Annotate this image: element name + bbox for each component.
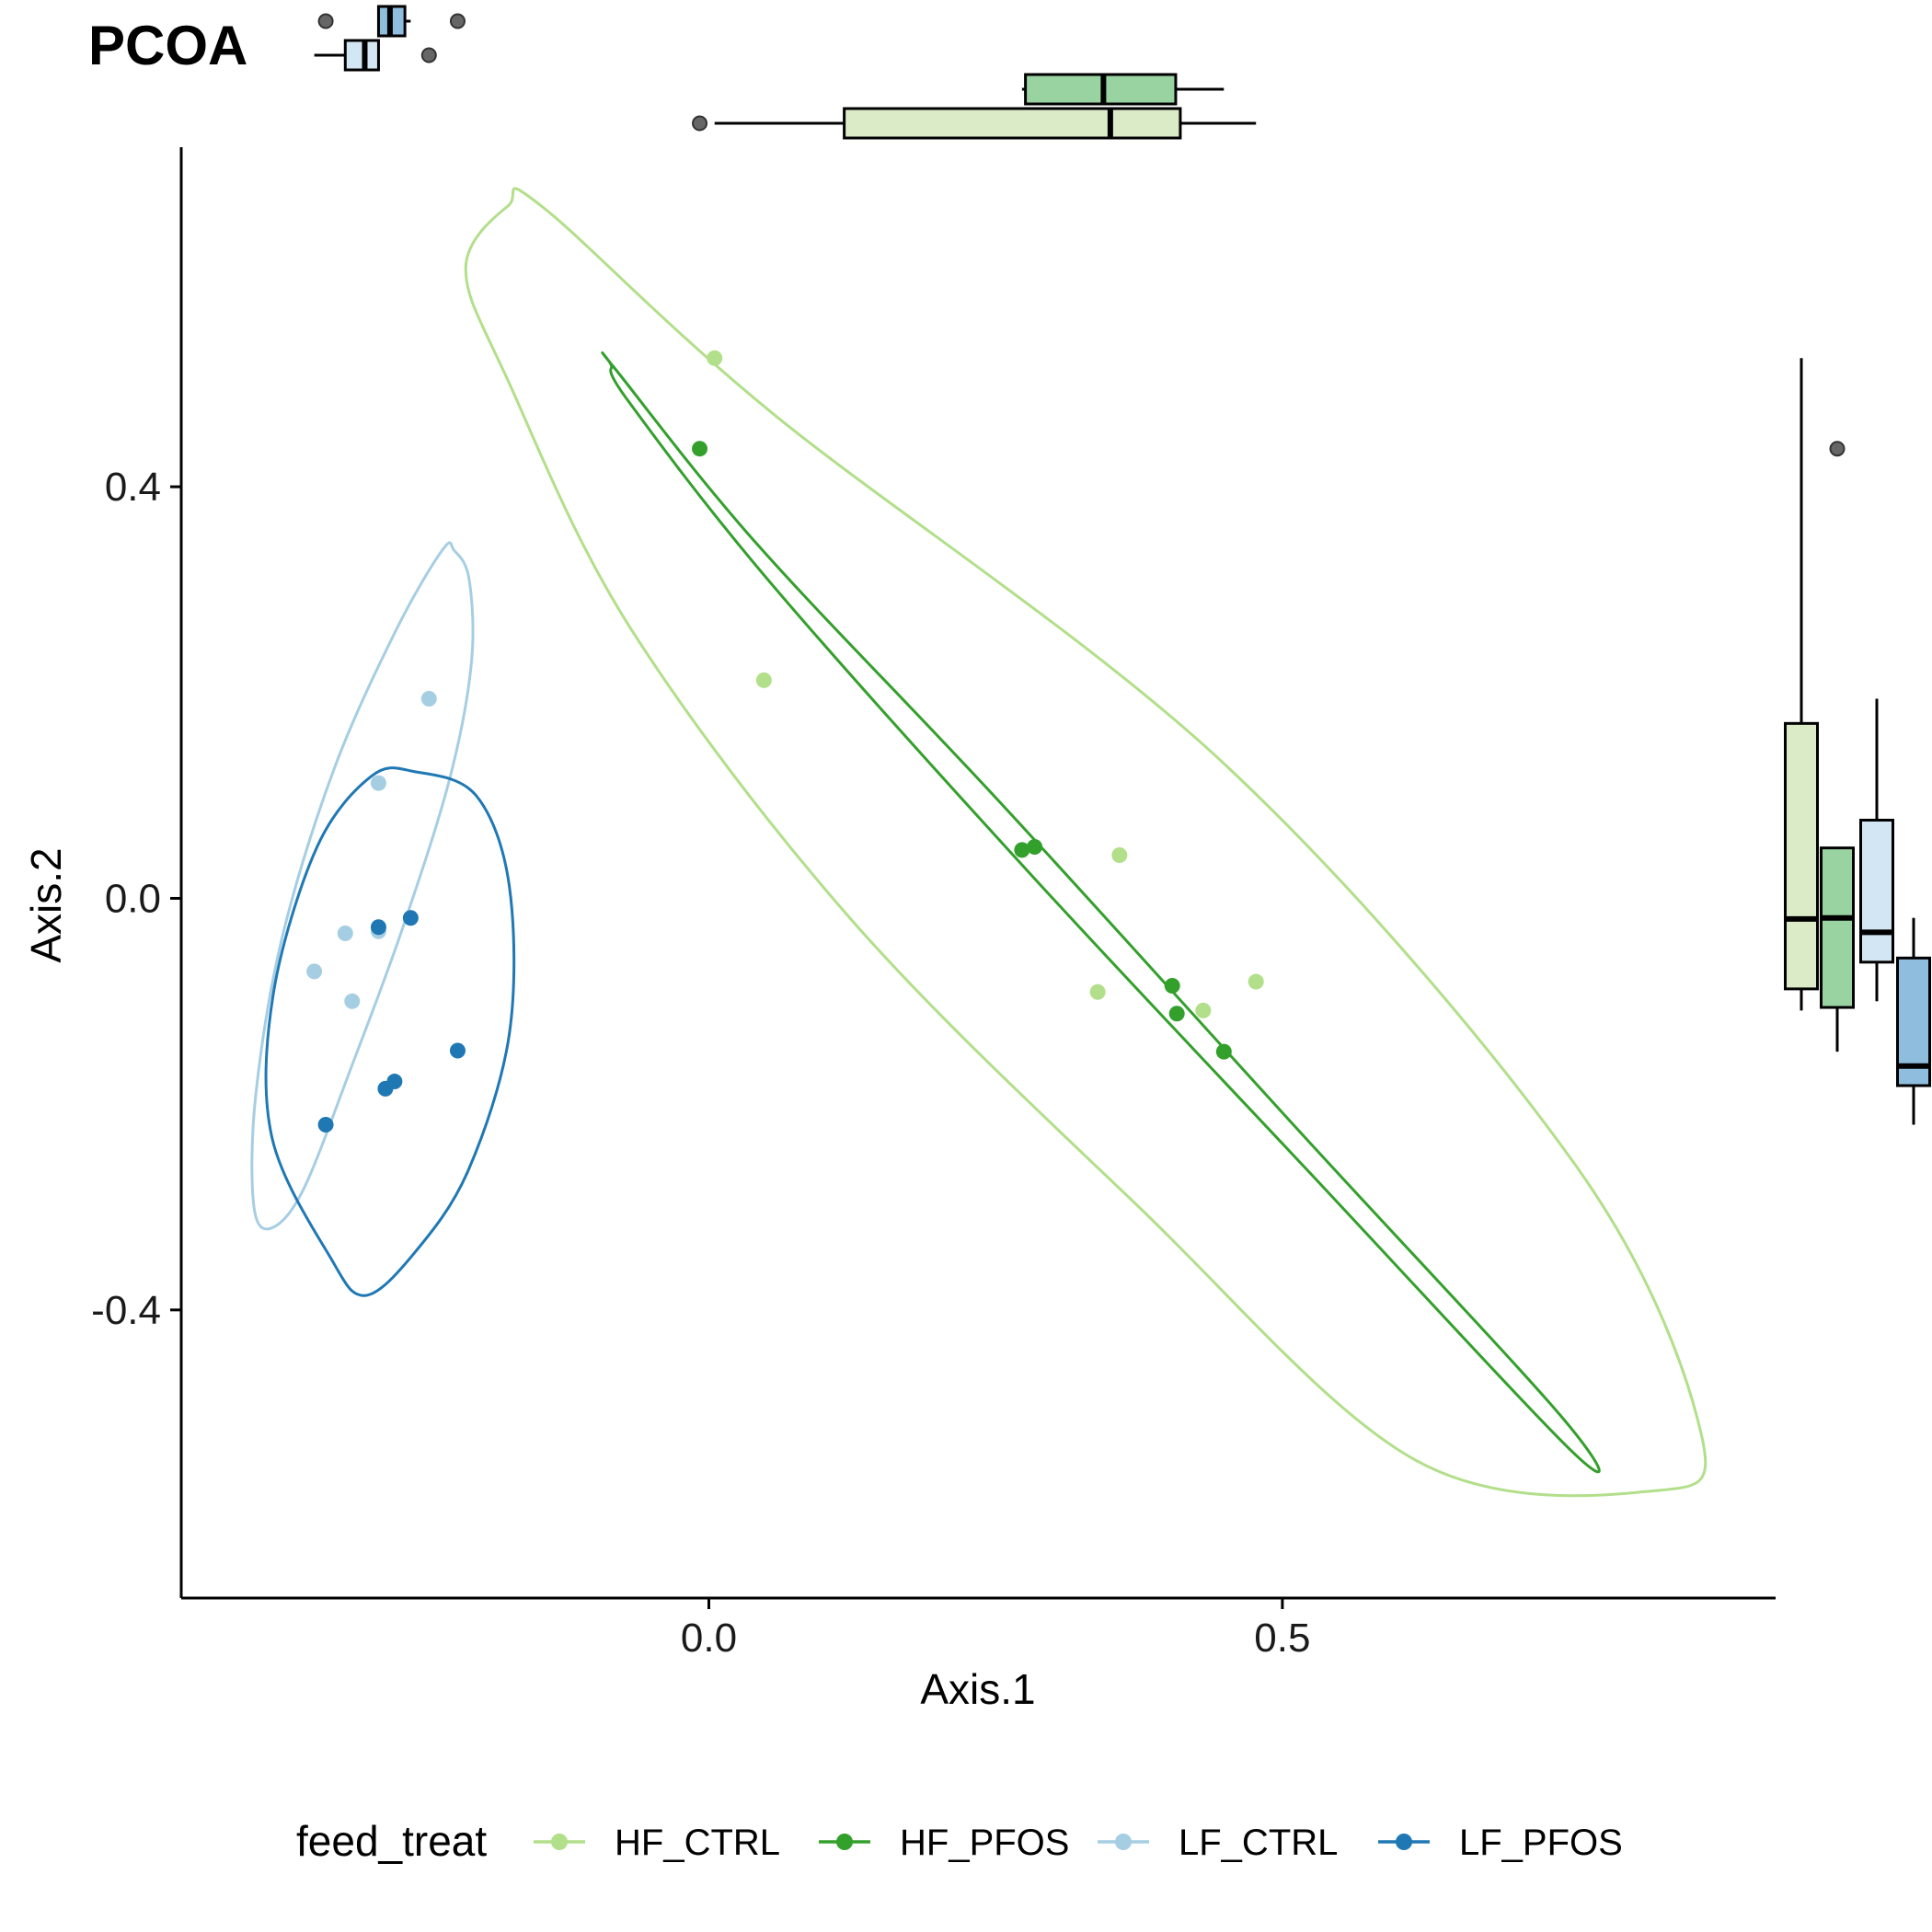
legend-title: feed_treat xyxy=(296,1817,487,1865)
boxplot-lf-ctrl xyxy=(1859,698,1894,1002)
box xyxy=(1820,846,1855,1009)
point-hf-pfos xyxy=(1014,842,1030,858)
point-lf-ctrl xyxy=(370,775,386,791)
boxplot-lf-ctrl xyxy=(314,39,437,72)
boxplot-hf-pfos xyxy=(1820,441,1855,1052)
point-lf-pfos xyxy=(370,919,386,936)
legend-item-hf-ctrl: HF_CTRL xyxy=(534,1823,780,1863)
corner-marginal-boxplots xyxy=(314,5,466,72)
x-tick-label: 0.5 xyxy=(1254,1616,1310,1661)
legend-key-point xyxy=(836,1834,853,1850)
y-tick-label: 0.4 xyxy=(105,465,161,510)
outlier xyxy=(317,13,334,29)
x-axis-ticks: 0.0 0.5 xyxy=(681,1598,1310,1661)
y-tick-label: -0.4 xyxy=(91,1288,161,1333)
chart-title: PCOA xyxy=(88,15,247,76)
point-hf-ctrl xyxy=(1089,983,1106,1000)
outlier xyxy=(1829,441,1846,457)
point-lf-ctrl xyxy=(420,690,437,707)
ellipse-hf-ctrl xyxy=(464,187,1708,1498)
y-axis-title: Axis.2 xyxy=(22,847,70,962)
box xyxy=(1784,721,1819,991)
point-lf-pfos xyxy=(377,1080,394,1097)
legend: feed_treat HF_CTRL HF_PFOS LF_CTRL LF_PFOS xyxy=(296,1817,1623,1865)
legend-key-point xyxy=(1396,1834,1412,1850)
y-axis-ticks: -0.4 0.0 0.4 xyxy=(91,465,181,1333)
point-hf-pfos xyxy=(1027,839,1043,856)
outlier xyxy=(692,115,708,132)
legend-item-lf-ctrl: LF_CTRL xyxy=(1098,1823,1338,1863)
point-hf-pfos xyxy=(1215,1043,1232,1060)
point-hf-ctrl xyxy=(1195,1002,1212,1018)
ellipse-lf-pfos xyxy=(264,766,516,1297)
boxplot-lf-pfos xyxy=(1896,917,1931,1125)
legend-key-point xyxy=(1115,1834,1132,1850)
point-lf-pfos xyxy=(317,1117,334,1133)
point-lf-ctrl xyxy=(306,963,323,980)
x-tick-label: 0.0 xyxy=(681,1616,737,1661)
point-lf-pfos xyxy=(402,910,419,926)
box xyxy=(1859,818,1894,964)
point-hf-ctrl xyxy=(707,350,723,366)
boxplot-hf-ctrl xyxy=(1784,358,1819,1011)
boxplot-hf-ctrl xyxy=(692,107,1257,140)
legend-label: HF_PFOS xyxy=(900,1823,1069,1863)
legend-item-lf-pfos: LF_PFOS xyxy=(1378,1823,1623,1863)
point-hf-pfos xyxy=(1164,978,1180,995)
legend-key-point xyxy=(551,1834,568,1850)
legend-label: LF_CTRL xyxy=(1179,1823,1338,1863)
confidence-ellipses xyxy=(250,187,1708,1498)
point-hf-ctrl xyxy=(1248,973,1264,990)
box xyxy=(843,107,1182,140)
box xyxy=(343,39,380,72)
outlier xyxy=(420,47,437,63)
outlier xyxy=(449,13,466,29)
boxplot-hf-pfos xyxy=(1021,73,1225,106)
legend-item-hf-pfos: HF_PFOS xyxy=(819,1823,1069,1863)
ellipse-lf-ctrl xyxy=(250,541,475,1231)
box xyxy=(1024,73,1178,106)
legend-label: HF_CTRL xyxy=(615,1823,780,1863)
data-points xyxy=(306,350,1264,1133)
legend-label: LF_PFOS xyxy=(1459,1823,1623,1863)
ellipse-hf-pfos xyxy=(601,351,1601,1474)
right-marginal-boxplots xyxy=(1784,358,1931,1125)
point-lf-ctrl xyxy=(337,925,353,941)
y-tick-label: 0.0 xyxy=(105,876,161,921)
point-lf-pfos xyxy=(449,1042,466,1059)
point-hf-pfos xyxy=(1168,1006,1185,1022)
point-lf-ctrl xyxy=(344,993,361,1009)
boxplot-lf-pfos xyxy=(317,5,466,38)
point-hf-ctrl xyxy=(755,672,772,688)
point-hf-ctrl xyxy=(1111,846,1128,863)
top-marginal-boxplots xyxy=(692,73,1257,140)
x-axis-title: Axis.1 xyxy=(920,1665,1035,1713)
point-hf-pfos xyxy=(692,441,708,457)
